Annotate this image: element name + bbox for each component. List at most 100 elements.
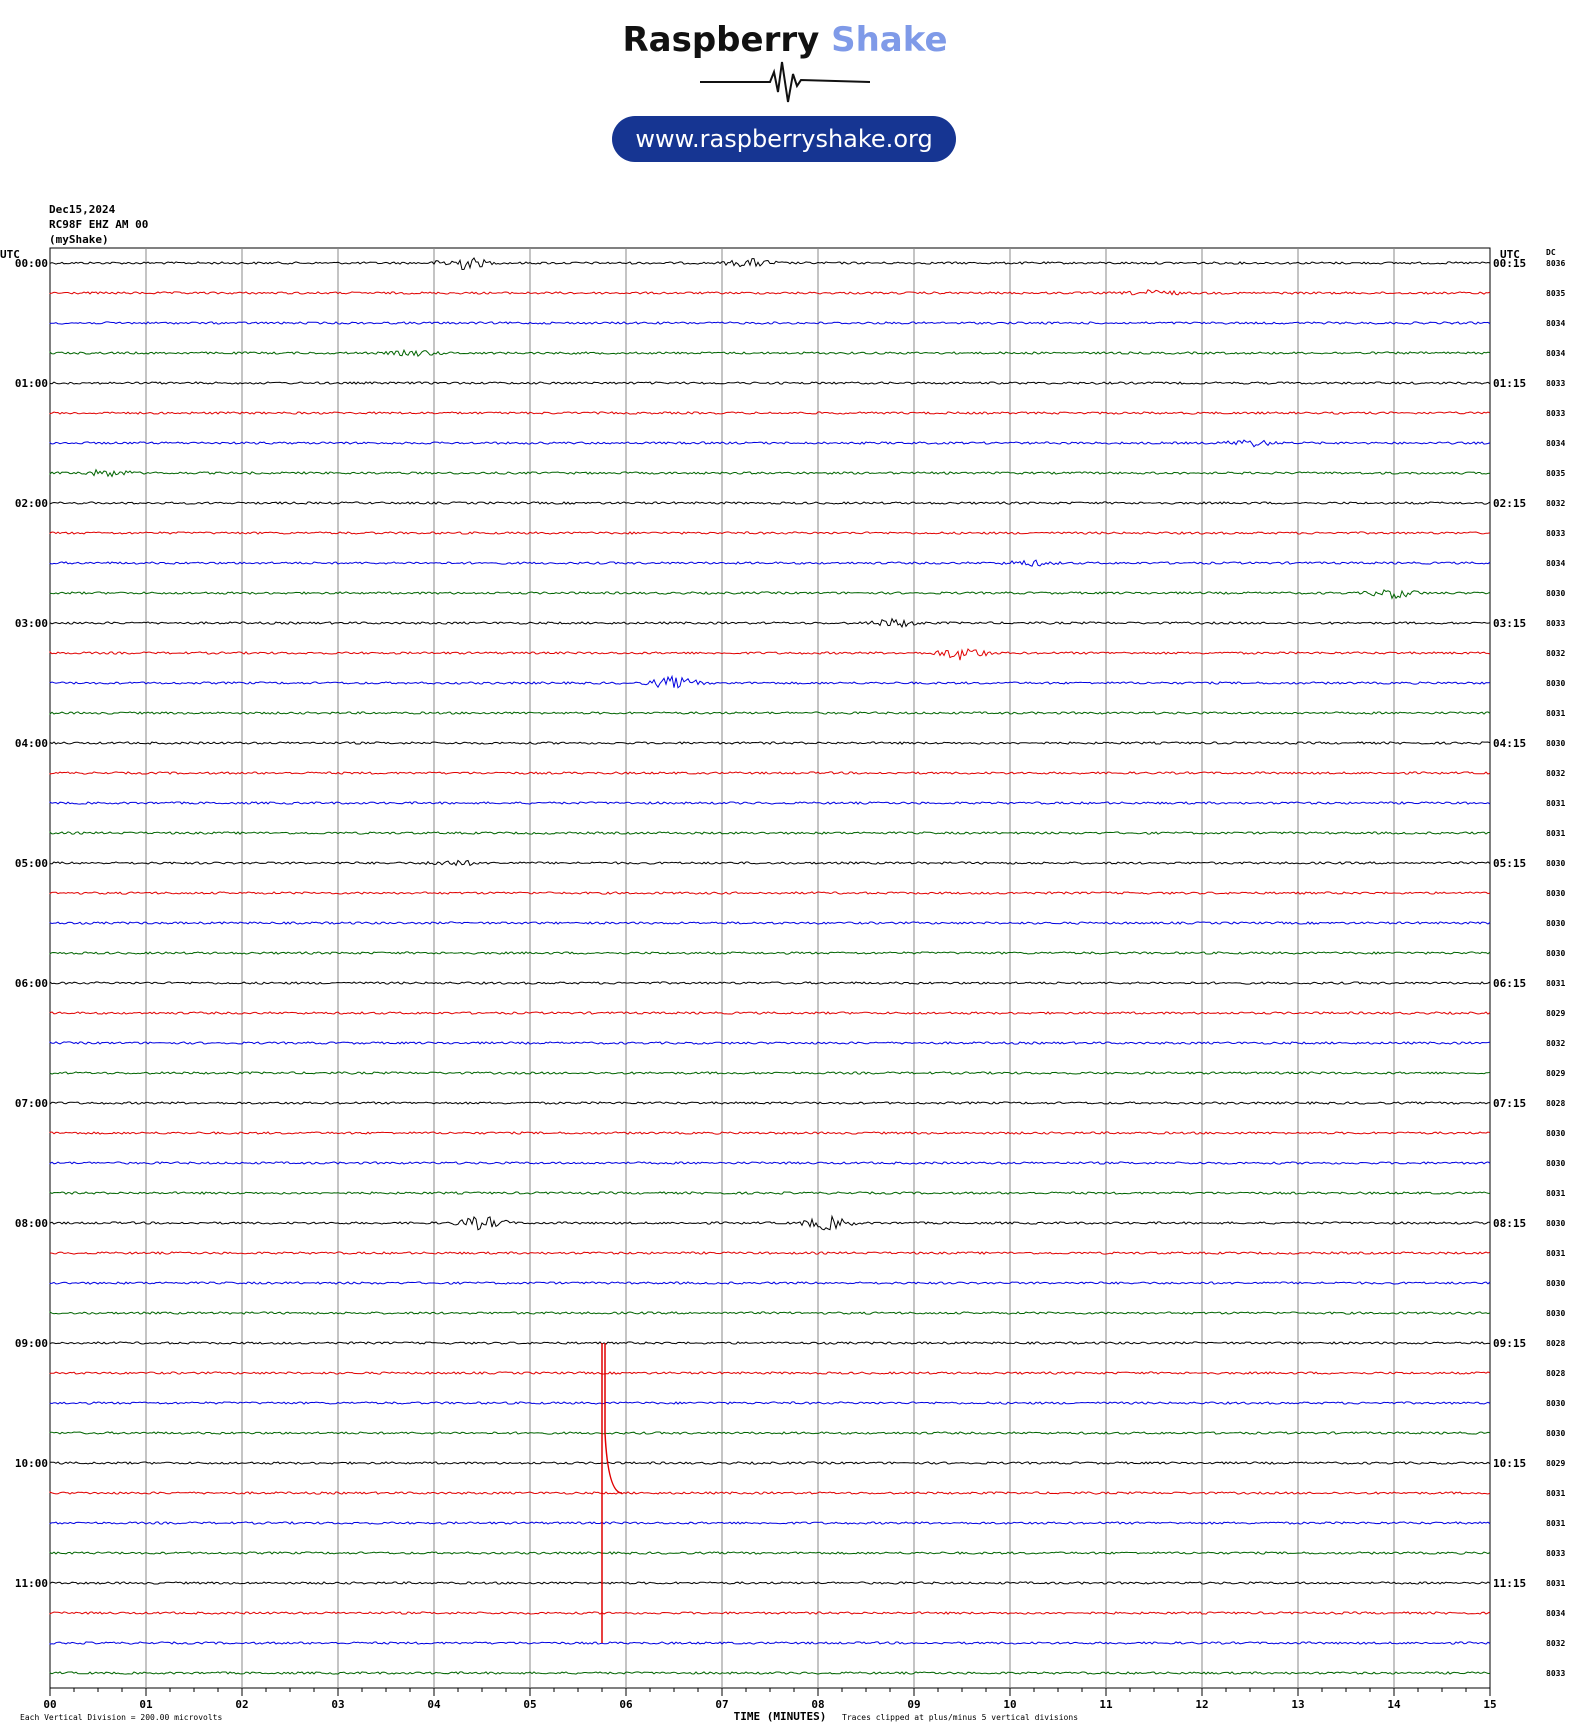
dc-value-label: 8032	[1546, 499, 1565, 508]
dc-value-label: 8032	[1546, 1639, 1565, 1648]
right-hour-label: 02:15	[1493, 497, 1526, 510]
left-axis-label: UTC	[0, 248, 20, 261]
x-tick-label: 11	[1099, 1698, 1113, 1711]
dc-value-label: 8035	[1546, 469, 1565, 478]
seismic-trace	[49, 559, 1491, 567]
seismic-trace	[49, 1281, 1491, 1285]
seismic-trace	[49, 321, 1491, 325]
x-tick-label: 04	[427, 1698, 441, 1711]
dc-value-label: 8036	[1546, 259, 1565, 268]
vertical-division-note: Each Vertical Division = 200.00 microvol…	[20, 1713, 222, 1722]
seismic-trace	[49, 1101, 1491, 1106]
brand-name-part2: Shake	[831, 20, 948, 60]
left-hour-label: 07:00	[15, 1097, 48, 1110]
right-axis-label: UTC	[1500, 248, 1520, 261]
x-tick-label: 02	[235, 1698, 248, 1711]
seismic-trace	[49, 921, 1491, 925]
left-hour-label: 04:00	[15, 737, 48, 750]
x-tick-label: 14	[1387, 1698, 1401, 1711]
seismic-trace	[49, 1191, 1491, 1195]
seismic-trace	[49, 648, 1491, 661]
seismic-trace	[49, 381, 1491, 385]
x-tick-label: 07	[715, 1698, 728, 1711]
dc-value-label: 8032	[1546, 649, 1565, 658]
seismic-trace	[49, 980, 1491, 985]
seismic-trace	[49, 411, 1491, 415]
seismic-trace	[49, 1461, 1491, 1465]
dc-value-label: 8033	[1546, 529, 1565, 538]
left-hour-label: 02:00	[15, 497, 48, 510]
seismic-trace	[49, 1641, 1491, 1645]
website-url-link[interactable]: www.raspberryshake.org	[612, 116, 956, 162]
x-tick-label: 03	[331, 1698, 344, 1711]
dc-value-label: 8031	[1546, 829, 1565, 838]
x-tick-label: 08	[811, 1698, 824, 1711]
seismic-trace	[49, 531, 1491, 535]
x-tick-label: 00	[43, 1698, 56, 1711]
seismic-trace	[49, 1371, 1491, 1375]
dc-value-label: 8032	[1546, 769, 1565, 778]
dc-value-label: 8031	[1546, 1189, 1565, 1198]
dc-value-label: 8030	[1546, 859, 1565, 868]
seismic-trace	[49, 468, 1491, 478]
x-tick-label: 10	[1003, 1698, 1016, 1711]
seismic-trace	[49, 1131, 1491, 1135]
dc-value-label: 8030	[1546, 1159, 1565, 1168]
seismic-trace	[49, 348, 1491, 358]
clipping-note: Traces clipped at plus/minus 5 vertical …	[842, 1713, 1078, 1722]
seismic-trace	[49, 1341, 1491, 1345]
right-hour-label: 03:15	[1493, 617, 1526, 630]
clipped-event-trace	[604, 1343, 623, 1494]
dc-value-label: 8034	[1546, 349, 1565, 358]
seismic-trace	[49, 1521, 1491, 1525]
x-tick-label: 12	[1195, 1698, 1208, 1711]
dc-value-label: 8028	[1546, 1099, 1565, 1108]
dc-value-label: 8033	[1546, 619, 1565, 628]
dc-value-label: 8031	[1546, 1489, 1565, 1498]
dc-value-label: 8031	[1546, 1519, 1565, 1528]
seismic-trace	[49, 289, 1491, 296]
dc-value-label: 8030	[1546, 949, 1565, 958]
x-tick-label: 15	[1483, 1698, 1496, 1711]
dc-value-label: 8030	[1546, 1399, 1565, 1408]
left-hour-label: 09:00	[15, 1337, 48, 1350]
plot-frame	[49, 247, 1491, 1689]
dc-value-label: 8030	[1546, 1129, 1565, 1138]
left-hour-label: 10:00	[15, 1457, 48, 1470]
seismic-trace	[49, 771, 1491, 775]
left-hour-label: 11:00	[15, 1577, 48, 1590]
seismic-trace	[49, 1491, 1491, 1495]
right-hour-label: 10:15	[1493, 1457, 1526, 1470]
right-hour-label: 06:15	[1493, 977, 1526, 990]
dc-value-label: 8030	[1546, 589, 1565, 598]
dc-value-label: 8030	[1546, 889, 1565, 898]
seismic-trace	[49, 1581, 1491, 1585]
network-label: (myShake)	[49, 233, 109, 246]
seismic-trace	[49, 1311, 1491, 1315]
seismic-logo-icon	[700, 61, 870, 103]
seismic-trace	[49, 831, 1490, 835]
seismic-trace	[49, 1611, 1491, 1615]
dc-value-label: 8033	[1546, 379, 1565, 388]
seismic-trace	[49, 674, 1491, 689]
right-hour-label: 07:15	[1493, 1097, 1526, 1110]
seismic-trace	[49, 801, 1491, 805]
left-hour-label: 06:00	[15, 977, 48, 990]
right-hour-label: 11:15	[1493, 1577, 1526, 1590]
seismic-trace	[49, 1671, 1491, 1675]
seismic-trace	[49, 257, 1491, 271]
date-label: Dec15,2024	[49, 203, 116, 216]
right-hour-label: 09:15	[1493, 1337, 1526, 1350]
dc-value-label: 8029	[1546, 1069, 1565, 1078]
seismic-trace	[49, 439, 1491, 448]
brand-name-part1: Raspberry	[622, 20, 820, 60]
dc-value-label: 8028	[1546, 1339, 1565, 1348]
dc-value-label: 8030	[1546, 1279, 1565, 1288]
seismic-trace	[49, 951, 1491, 955]
seismic-trace	[49, 1161, 1491, 1165]
dc-value-label: 8031	[1546, 799, 1565, 808]
dc-value-label: 8032	[1546, 1039, 1565, 1048]
seismic-trace	[49, 1251, 1491, 1255]
seismic-trace	[49, 589, 1491, 600]
right-hour-label: 05:15	[1493, 857, 1526, 870]
